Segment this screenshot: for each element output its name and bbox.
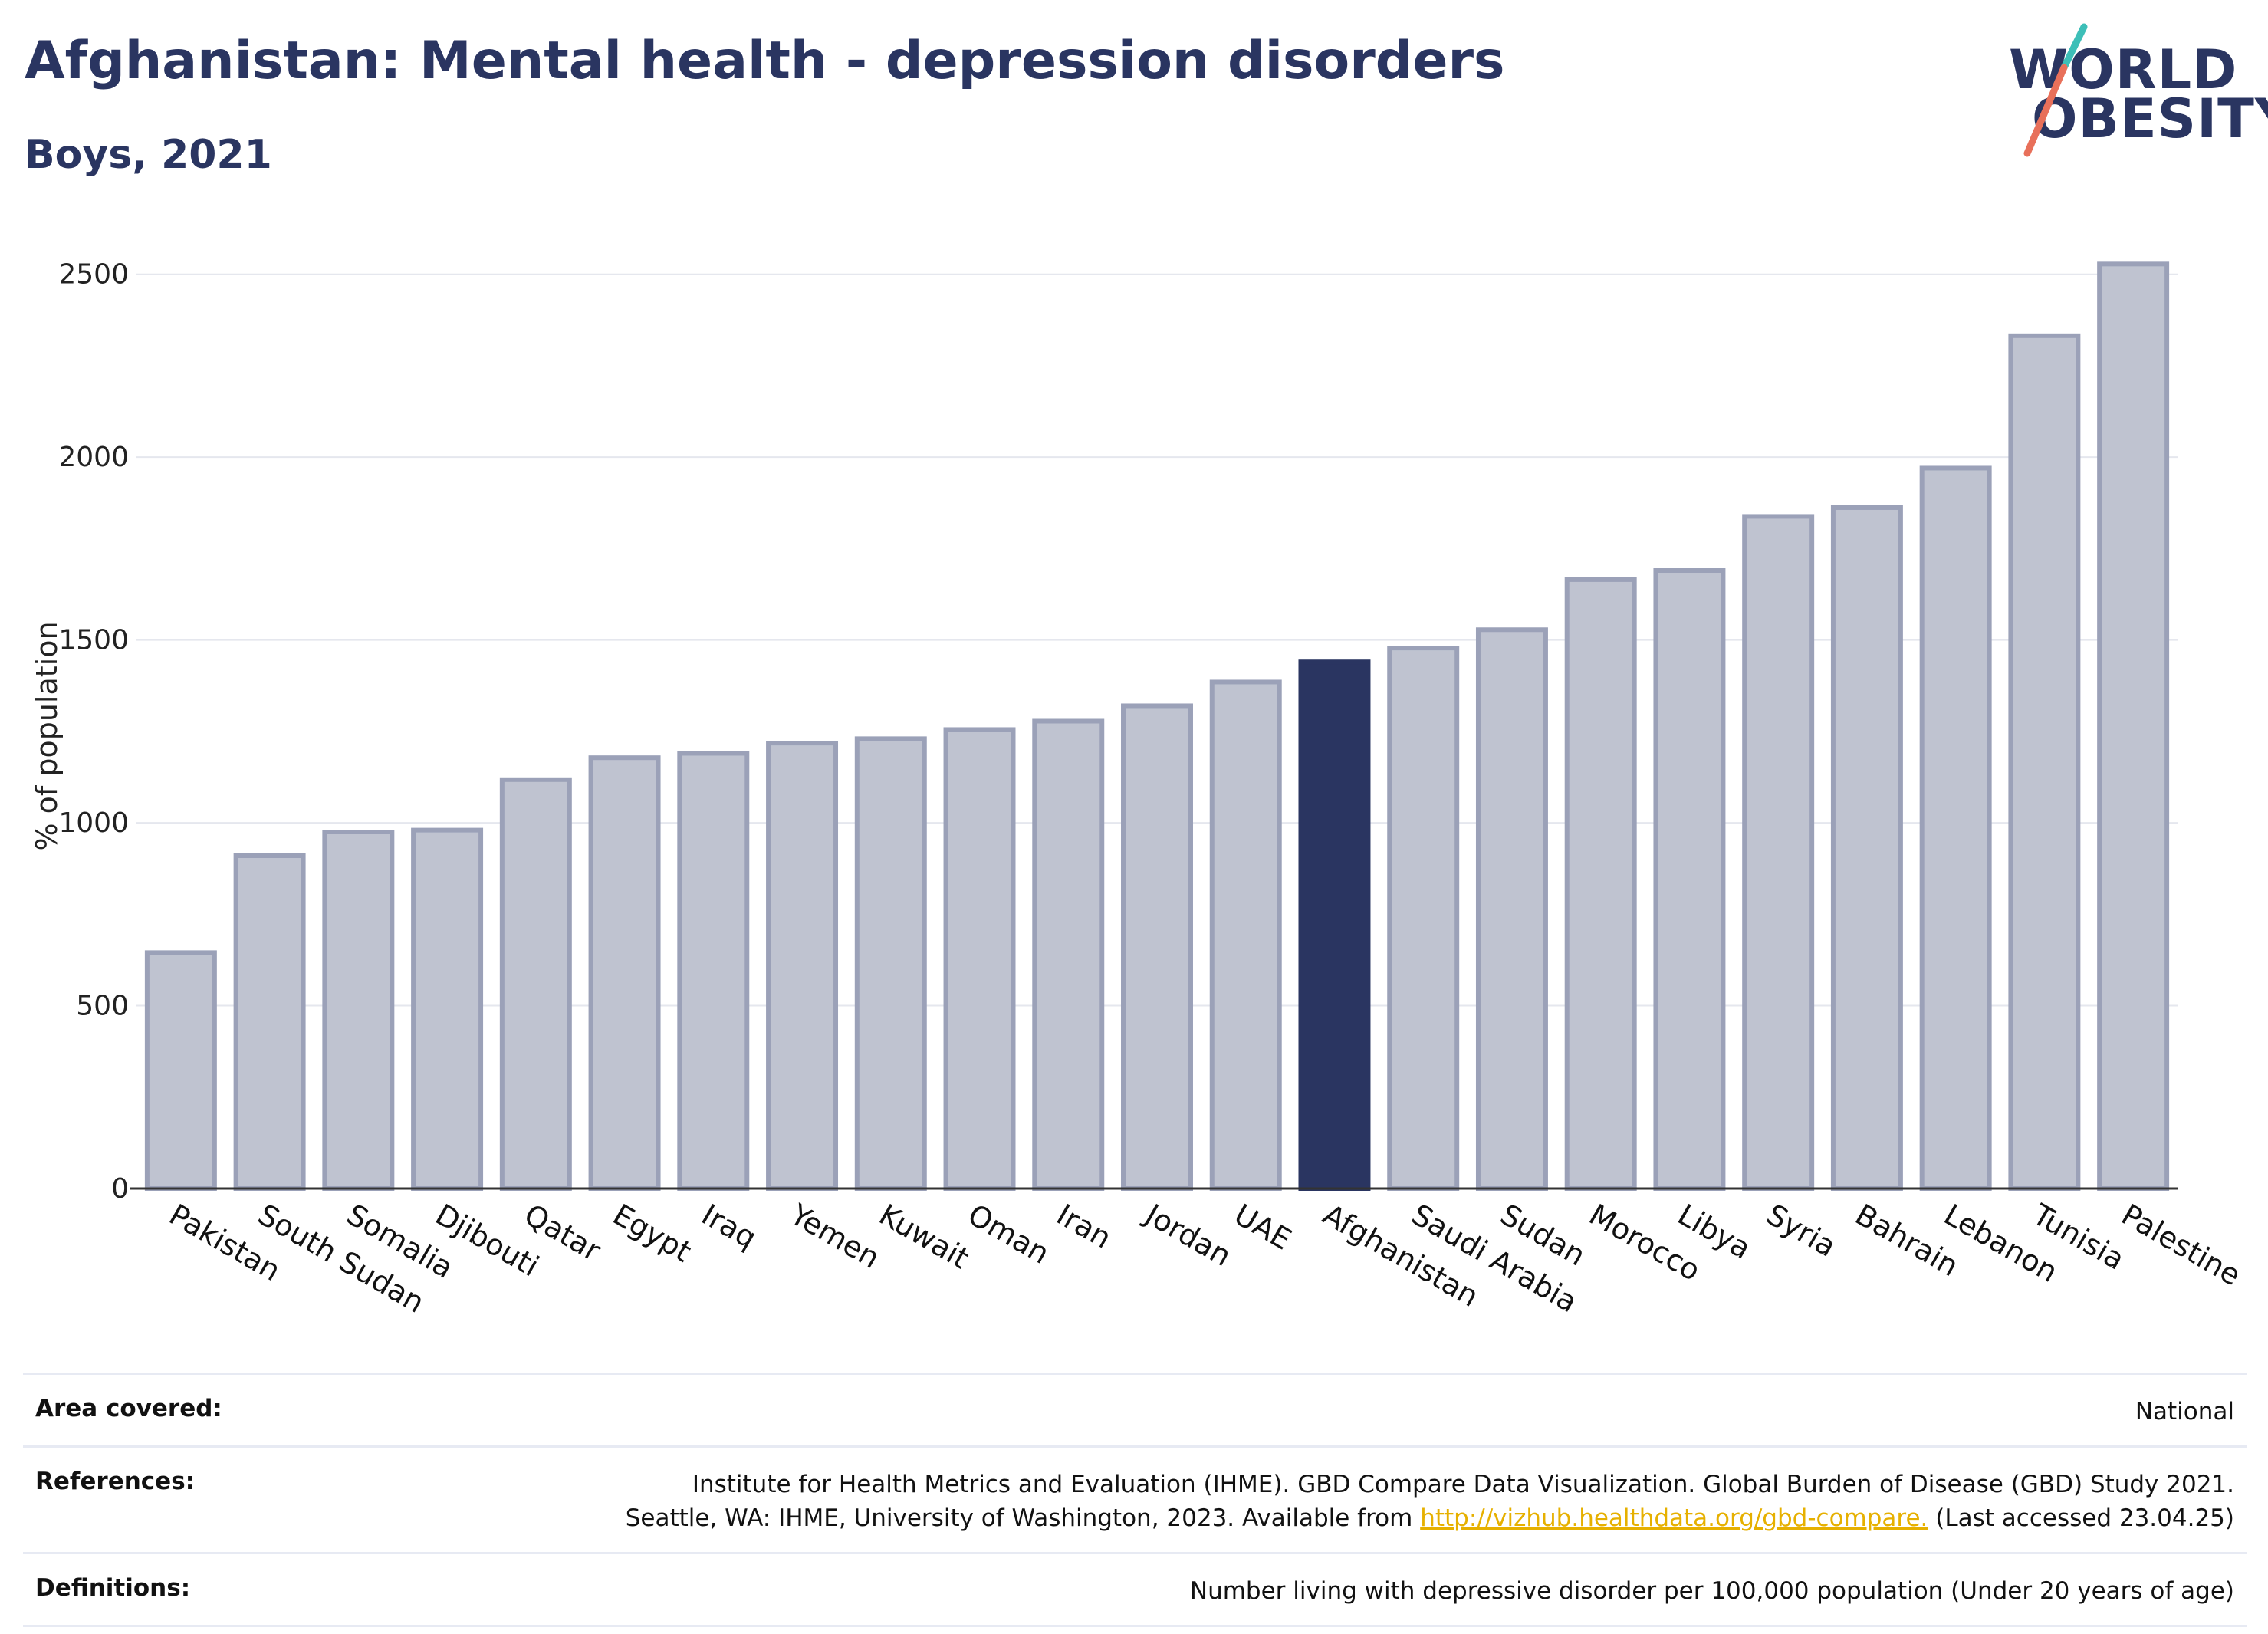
bar <box>1032 718 1105 1191</box>
info-table: Area covered: National References: Insti… <box>23 1373 2247 1627</box>
world-obesity-logo: WORLD OBESITY <box>2009 23 2268 161</box>
area-covered-label: Area covered: <box>35 1395 222 1422</box>
bar <box>588 755 661 1191</box>
bar <box>411 827 484 1191</box>
y-axis-title: % of population <box>30 621 64 850</box>
bar <box>1475 627 1548 1191</box>
bar <box>1298 659 1371 1191</box>
x-tick-label: Jordan <box>1139 1197 1237 1274</box>
bar <box>144 950 217 1192</box>
y-tick-label: 1500 <box>58 625 129 656</box>
references-line-2-pre: Seattle, WA: IHME, University of Washing… <box>625 1504 1413 1532</box>
x-tick-label: Iraq <box>696 1198 762 1255</box>
bar <box>2097 261 2170 1191</box>
definitions-label: Definitions: <box>35 1574 191 1602</box>
bar <box>766 741 839 1191</box>
bar <box>1209 679 1282 1191</box>
references-label: References: <box>35 1468 196 1495</box>
y-tick-label: 0 <box>111 1173 129 1205</box>
y-tick-label: 2000 <box>58 442 129 473</box>
x-tick-label: Yemen <box>784 1197 886 1275</box>
bar <box>1653 568 1726 1191</box>
bar <box>1742 514 1815 1191</box>
area-covered-value: National <box>2135 1398 2234 1425</box>
x-tick-label: Palestine <box>2116 1198 2247 1293</box>
bar <box>1830 505 1903 1191</box>
y-tick-label: 2500 <box>58 259 129 291</box>
info-row-references: References: Institute for Health Metrics… <box>23 1445 2247 1552</box>
chart-subtitle: Boys, 2021 <box>25 132 272 178</box>
x-tick-label: Egypt <box>607 1198 697 1269</box>
references-value: Institute for Health Metrics and Evaluat… <box>626 1468 2234 1535</box>
y-tick-label: 500 <box>76 991 129 1022</box>
references-line-2-post: (Last accessed 23.04.25) <box>1935 1504 2234 1532</box>
x-tick-label: Iran <box>1051 1198 1117 1255</box>
info-row-area: Area covered: National <box>23 1373 2247 1445</box>
references-link[interactable]: http://vizhub.healthdata.org/gbd-compare… <box>1420 1504 1928 1532</box>
x-tick-label: Oman <box>962 1198 1055 1271</box>
logo-line-1: WORLD <box>2009 38 2238 101</box>
logo-slash-icon <box>2023 23 2088 157</box>
bar <box>233 853 306 1191</box>
info-row-definitions: Definitions: Number living with depressi… <box>23 1552 2247 1627</box>
bar <box>677 751 750 1191</box>
bar <box>2008 333 2081 1191</box>
references-line-1: Institute for Health Metrics and Evaluat… <box>692 1471 2234 1498</box>
bar <box>1919 465 1992 1191</box>
bar <box>1121 703 1193 1191</box>
x-tick-label: UAE <box>1228 1198 1297 1257</box>
y-tick-label: 1000 <box>58 807 129 839</box>
bar <box>499 777 572 1191</box>
x-tick-label: Syria <box>1761 1198 1842 1264</box>
logo-line-2: OBESITY <box>2032 87 2268 150</box>
bar <box>322 830 395 1191</box>
bar <box>943 727 1016 1191</box>
definitions-value: Number living with depressive disorder p… <box>1189 1577 2234 1605</box>
x-tick-label: Kuwait <box>873 1198 975 1276</box>
bar <box>854 736 927 1191</box>
bar <box>1387 646 1460 1191</box>
bar <box>1564 577 1637 1191</box>
chart-title: Afghanistan: Mental health - depression … <box>25 31 1505 91</box>
x-tick-label: Bahrain <box>1849 1198 1964 1284</box>
